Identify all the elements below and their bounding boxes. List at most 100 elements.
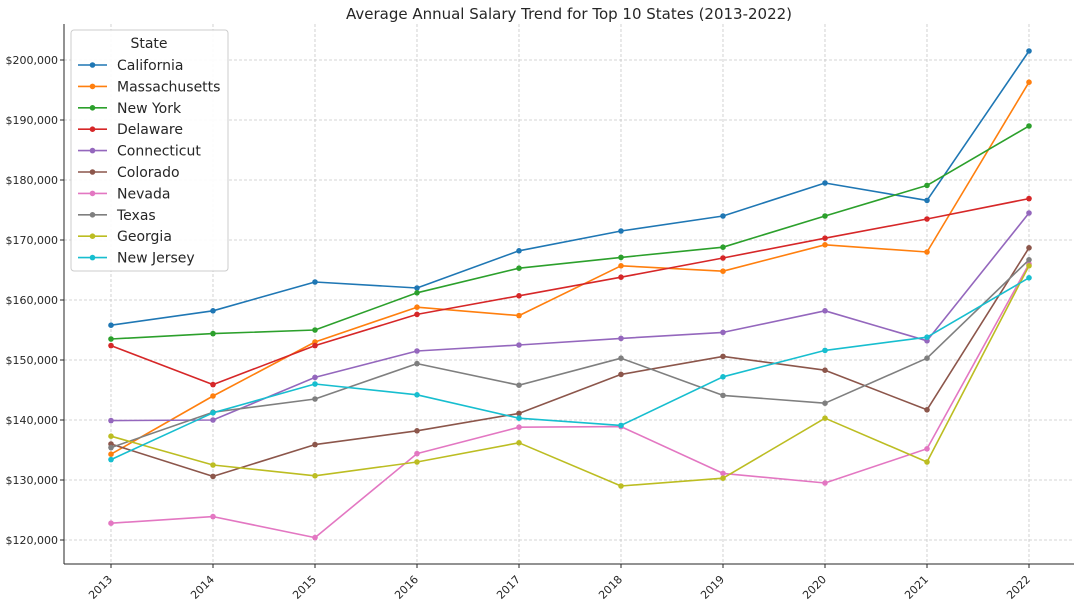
data-point [1026,79,1032,85]
data-point [720,255,726,261]
data-point [618,274,624,281]
legend-label: New York [117,101,182,117]
legend-box [70,29,229,272]
data-point [720,268,726,275]
data-point [210,462,216,468]
series-nevada [108,261,1032,541]
data-point [924,182,930,189]
legend-item: Connecticut [78,144,201,160]
x-tick-label: 2019 [698,573,727,602]
series-georgia [108,263,1032,489]
data-point [720,329,726,336]
x-tick-label: 2021 [902,573,931,602]
legend-swatch-marker [89,190,96,197]
data-point [414,392,420,398]
legend-label: Massachusetts [117,79,220,95]
data-point [108,322,114,329]
data-point [1026,195,1032,202]
data-point [720,244,726,250]
legend-item: Georgia [78,229,172,245]
x-axis-ticks: 2013 2014 2015 2016 2017 2018 2019 2020 2021 2022 [86,564,1033,602]
data-point [210,417,216,423]
data-point [1026,210,1032,216]
legend-item: New York [78,101,182,117]
data-point [618,371,624,378]
data-point [822,415,828,422]
data-point [516,248,522,254]
series-line [110,50,1030,326]
legend-swatch-marker [89,169,96,175]
data-point [924,197,930,204]
data-point [414,290,420,296]
legend-swatch-marker [89,212,96,218]
data-point [108,342,114,349]
legend-label: Georgia [117,229,172,245]
axes [63,24,1074,565]
data-point [108,444,114,451]
data-point [618,254,624,261]
data-point [516,410,522,417]
data-point [618,263,624,269]
legend-swatch-marker [89,254,96,261]
data-point [312,441,318,448]
data-point [618,335,624,342]
data-point [210,381,216,388]
data-point [1026,245,1032,251]
data-point [414,304,420,311]
y-axis-ticks: $120,000 $130,000 $140,000 $150,000 $160,000… [6,54,64,547]
data-point [210,393,216,399]
legend-label: Colorado [117,165,180,181]
data-point [108,456,114,463]
legend-title: State [130,36,167,52]
legend-swatch-marker [89,105,96,111]
data-point [516,415,522,422]
data-point [822,213,828,219]
data-point [1026,48,1032,54]
series-new-jersey [108,275,1032,463]
data-point [822,367,828,374]
data-point [924,446,930,452]
x-tick-label: 2020 [800,573,829,602]
data-point [210,513,216,520]
data-point [516,312,522,319]
y-tick-label: $200,000 [6,54,59,67]
series-line [110,247,1030,478]
data-point [210,308,216,314]
data-point [720,213,726,219]
data-point [210,330,216,337]
legend-label: Connecticut [117,144,201,160]
data-point [720,392,726,399]
data-point [414,360,420,367]
legend-swatch-marker [89,62,96,68]
y-tick-label: $140,000 [6,414,59,427]
x-tick-label: 2018 [596,573,625,602]
x-tick-label: 2022 [1004,573,1033,602]
data-point [822,400,828,407]
data-point [108,336,114,342]
y-tick-label: $190,000 [6,114,59,127]
grid-lines [64,24,1074,564]
data-point [210,473,216,480]
series-lines [108,48,1032,541]
legend-label: Nevada [117,186,170,202]
series-new-york [108,123,1032,342]
data-point [618,483,624,489]
y-tick-label: $160,000 [6,294,59,307]
y-tick-label: $180,000 [6,174,59,187]
data-point [1026,123,1032,129]
data-point [108,451,114,458]
series-line [110,263,1030,539]
data-point [924,334,930,341]
data-point [516,382,522,389]
data-point [312,374,318,381]
y-tick-label: $150,000 [6,354,59,367]
series-california [108,48,1032,329]
data-point [414,428,420,434]
series-line [110,212,1030,422]
legend-item: Colorado [78,165,180,181]
legend-item: Delaware [78,122,183,138]
data-point [720,353,726,360]
data-point [312,381,318,387]
data-point [720,374,726,380]
